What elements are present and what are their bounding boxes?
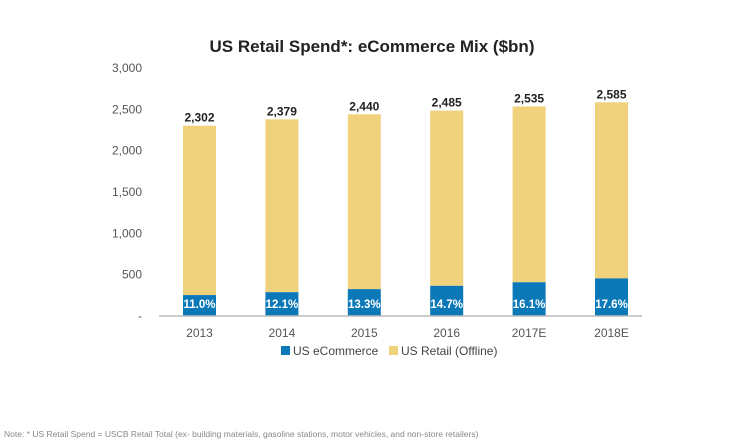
total-label: 2,585 [596, 87, 626, 101]
share-label: 16.1% [513, 299, 546, 311]
legend-swatch-offline [389, 346, 398, 355]
total-label: 2,485 [432, 96, 462, 110]
chart-title: US Retail Spend*: eCommerce Mix ($bn) [210, 37, 535, 56]
share-label: 14.7% [430, 299, 463, 311]
share-label: 17.6% [595, 299, 628, 311]
y-tick-label: 500 [122, 268, 142, 282]
total-label: 2,440 [349, 99, 379, 113]
bar-ecommerce-2013 [183, 295, 216, 316]
y-tick-label: 1,500 [112, 185, 142, 199]
legend-label-offline: US Retail (Offline) [401, 344, 497, 358]
bar-offline-2014 [265, 119, 299, 293]
bar-ecommerce-2017E [512, 282, 546, 316]
legend-swatch-ecommerce [281, 346, 290, 355]
y-tick-label: 2,500 [112, 102, 142, 116]
x-tick-label: 2015 [351, 326, 378, 340]
bar-ecommerce-2014 [265, 292, 299, 316]
y-tick-label: 2,000 [112, 144, 142, 158]
bar-offline-2013 [183, 125, 216, 296]
share-label: 11.0% [184, 299, 216, 311]
x-tick-label: 2013 [186, 326, 213, 340]
total-label: 2,535 [514, 91, 544, 105]
bar-offline-2018E [595, 102, 628, 279]
x-tick-label: 2018E [594, 326, 629, 340]
legend: US eCommerce US Retail (Offline) [281, 344, 497, 358]
share-label: 13.3% [348, 299, 381, 311]
total-label: 2,302 [184, 111, 214, 125]
y-tick-label: 3,000 [112, 61, 142, 75]
y-axis: - 500 1,000 1,500 2,000 2,500 3,000 [112, 61, 142, 323]
x-tick-label: 2017E [512, 326, 547, 340]
bar-offline-2017E [512, 106, 546, 283]
y-tick-label: 1,000 [112, 226, 142, 240]
bar-ecommerce-2018E [595, 278, 628, 316]
y-tick-label: - [138, 309, 142, 323]
bar-offline-2015 [347, 114, 381, 290]
total-label: 2,379 [267, 104, 297, 118]
bar-ecommerce-2015 [347, 289, 381, 316]
bar-offline-2016 [430, 110, 464, 286]
footnote: Note: * US Retail Spend = USCB Retail To… [4, 429, 479, 439]
x-axis: 2013 2014 2015 2016 2017E 2018E [186, 326, 629, 340]
x-tick-label: 2016 [433, 326, 460, 340]
x-tick-label: 2014 [269, 326, 296, 340]
legend-label-ecommerce: US eCommerce [293, 344, 379, 358]
share-label: 12.1% [266, 299, 299, 311]
bar-ecommerce-2016 [430, 285, 464, 316]
bars: 11.0% 2,302 12.1% 2,379 13.3% 2,440 14.7% 2,485… [183, 87, 628, 316]
